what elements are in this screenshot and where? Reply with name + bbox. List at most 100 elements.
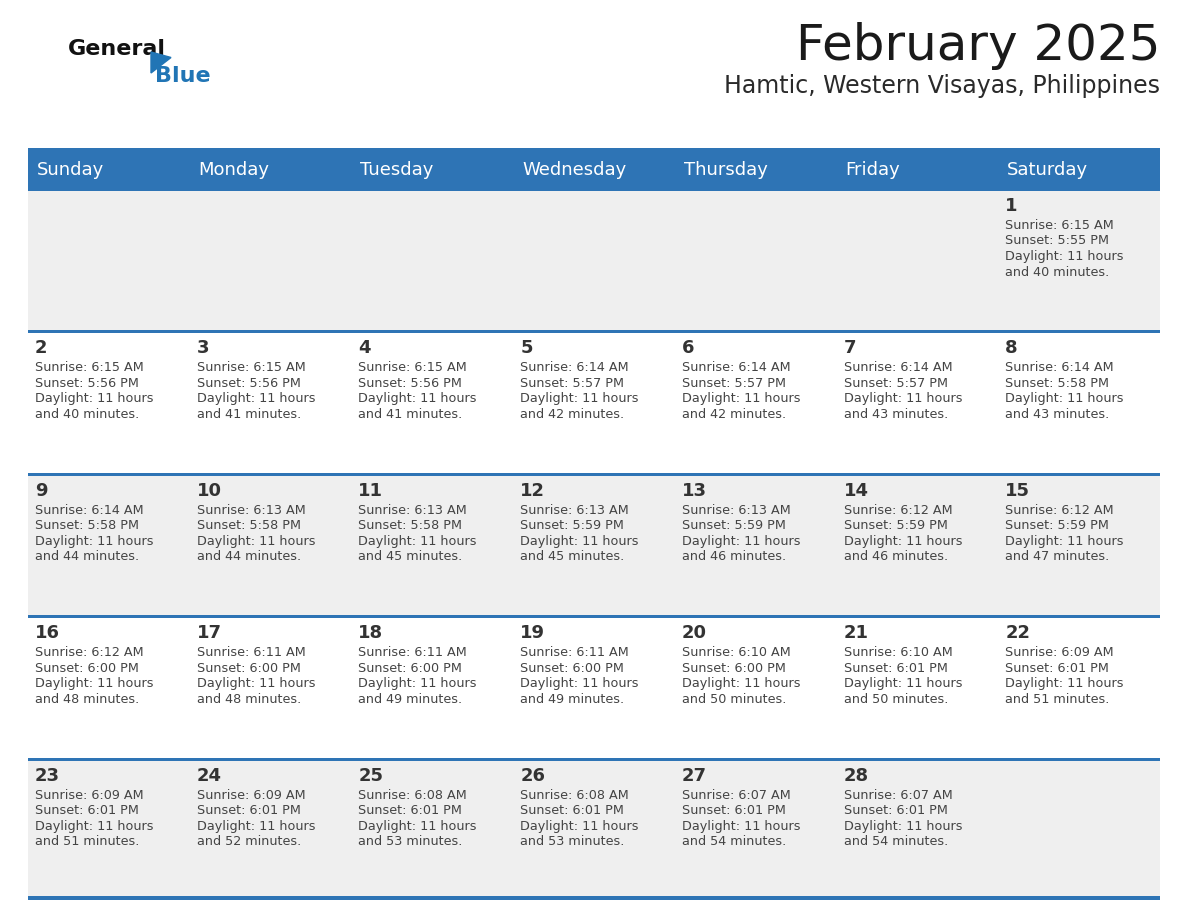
Bar	[29, 757, 1159, 761]
Bar	[29, 188, 190, 330]
Bar	[29, 473, 190, 615]
Text: 22: 22	[1005, 624, 1030, 643]
Text: Sunset: 6:01 PM: Sunset: 6:01 PM	[843, 804, 948, 817]
Bar	[675, 615, 836, 757]
Text: and 42 minutes.: and 42 minutes.	[520, 408, 624, 420]
Text: Daylight: 11 hours: Daylight: 11 hours	[682, 392, 801, 406]
Text: Thursday: Thursday	[684, 161, 767, 179]
Text: Sunrise: 6:10 AM: Sunrise: 6:10 AM	[682, 646, 790, 659]
Text: Sunset: 5:56 PM: Sunset: 5:56 PM	[34, 377, 139, 390]
Text: and 48 minutes.: and 48 minutes.	[197, 693, 301, 706]
Bar	[675, 152, 836, 188]
Text: Daylight: 11 hours: Daylight: 11 hours	[1005, 392, 1124, 406]
Bar	[29, 148, 1159, 152]
Text: Daylight: 11 hours: Daylight: 11 hours	[197, 677, 315, 690]
Text: 16: 16	[34, 624, 61, 643]
Text: 4: 4	[359, 340, 371, 357]
Bar	[836, 473, 998, 615]
Text: Daylight: 11 hours: Daylight: 11 hours	[682, 677, 801, 690]
Bar	[836, 615, 998, 757]
Text: Saturday: Saturday	[1007, 161, 1088, 179]
Text: Sunrise: 6:15 AM: Sunrise: 6:15 AM	[359, 362, 467, 375]
Text: 1: 1	[1005, 197, 1018, 215]
Bar	[513, 757, 675, 900]
Text: and 43 minutes.: and 43 minutes.	[1005, 408, 1110, 420]
Bar	[513, 330, 675, 473]
Text: General: General	[68, 39, 166, 59]
Bar	[29, 152, 190, 188]
Bar	[513, 188, 675, 330]
Bar	[998, 473, 1159, 615]
Text: Sunrise: 6:14 AM: Sunrise: 6:14 AM	[1005, 362, 1114, 375]
Text: Sunset: 5:58 PM: Sunset: 5:58 PM	[34, 520, 139, 532]
Text: Sunrise: 6:12 AM: Sunrise: 6:12 AM	[34, 646, 144, 659]
Text: and 42 minutes.: and 42 minutes.	[682, 408, 786, 420]
Text: Daylight: 11 hours: Daylight: 11 hours	[682, 820, 801, 833]
Bar	[190, 152, 352, 188]
Text: Sunrise: 6:12 AM: Sunrise: 6:12 AM	[1005, 504, 1114, 517]
Text: Daylight: 11 hours: Daylight: 11 hours	[359, 535, 476, 548]
Text: Sunrise: 6:15 AM: Sunrise: 6:15 AM	[34, 362, 144, 375]
Text: Sunrise: 6:09 AM: Sunrise: 6:09 AM	[34, 789, 144, 801]
Text: Sunrise: 6:14 AM: Sunrise: 6:14 AM	[34, 504, 144, 517]
Text: Daylight: 11 hours: Daylight: 11 hours	[520, 535, 639, 548]
Bar	[836, 188, 998, 330]
Text: 23: 23	[34, 767, 61, 785]
Text: 11: 11	[359, 482, 384, 499]
Text: Daylight: 11 hours: Daylight: 11 hours	[843, 535, 962, 548]
Bar	[675, 473, 836, 615]
Text: Sunset: 5:57 PM: Sunset: 5:57 PM	[520, 377, 624, 390]
Text: Sunset: 6:00 PM: Sunset: 6:00 PM	[359, 662, 462, 675]
Text: Sunset: 5:59 PM: Sunset: 5:59 PM	[682, 520, 785, 532]
Text: Sunset: 6:01 PM: Sunset: 6:01 PM	[843, 662, 948, 675]
Text: 7: 7	[843, 340, 857, 357]
Text: Sunset: 5:59 PM: Sunset: 5:59 PM	[520, 520, 624, 532]
Text: Tuesday: Tuesday	[360, 161, 434, 179]
Bar	[998, 330, 1159, 473]
Text: 13: 13	[682, 482, 707, 499]
Text: Daylight: 11 hours: Daylight: 11 hours	[34, 820, 153, 833]
Text: and 50 minutes.: and 50 minutes.	[843, 693, 948, 706]
Bar	[513, 473, 675, 615]
Bar	[29, 615, 1159, 618]
Text: and 52 minutes.: and 52 minutes.	[197, 835, 301, 848]
Text: Daylight: 11 hours: Daylight: 11 hours	[520, 392, 639, 406]
Bar	[190, 330, 352, 473]
Text: Daylight: 11 hours: Daylight: 11 hours	[520, 677, 639, 690]
Bar	[29, 615, 190, 757]
Text: Sunrise: 6:14 AM: Sunrise: 6:14 AM	[682, 362, 790, 375]
Text: Daylight: 11 hours: Daylight: 11 hours	[1005, 535, 1124, 548]
Bar	[836, 757, 998, 900]
Bar	[675, 330, 836, 473]
Text: 24: 24	[197, 767, 222, 785]
Text: and 54 minutes.: and 54 minutes.	[843, 835, 948, 848]
Text: Sunset: 6:00 PM: Sunset: 6:00 PM	[197, 662, 301, 675]
Bar	[190, 188, 352, 330]
Bar	[352, 473, 513, 615]
Text: Daylight: 11 hours: Daylight: 11 hours	[34, 392, 153, 406]
Text: Daylight: 11 hours: Daylight: 11 hours	[843, 677, 962, 690]
Text: Sunset: 5:56 PM: Sunset: 5:56 PM	[359, 377, 462, 390]
Text: and 40 minutes.: and 40 minutes.	[1005, 265, 1110, 278]
Text: Daylight: 11 hours: Daylight: 11 hours	[520, 820, 639, 833]
Text: Sunset: 5:58 PM: Sunset: 5:58 PM	[359, 520, 462, 532]
Text: Sunset: 5:56 PM: Sunset: 5:56 PM	[197, 377, 301, 390]
Text: Sunrise: 6:13 AM: Sunrise: 6:13 AM	[682, 504, 790, 517]
Text: Sunrise: 6:07 AM: Sunrise: 6:07 AM	[843, 789, 953, 801]
Text: Hamtic, Western Visayas, Philippines: Hamtic, Western Visayas, Philippines	[723, 74, 1159, 98]
Bar	[29, 757, 190, 900]
Text: and 41 minutes.: and 41 minutes.	[197, 408, 301, 420]
Text: Daylight: 11 hours: Daylight: 11 hours	[359, 820, 476, 833]
Text: 21: 21	[843, 624, 868, 643]
Text: 18: 18	[359, 624, 384, 643]
Text: 20: 20	[682, 624, 707, 643]
Text: 19: 19	[520, 624, 545, 643]
Text: and 41 minutes.: and 41 minutes.	[359, 408, 462, 420]
Text: 25: 25	[359, 767, 384, 785]
Text: Sunrise: 6:11 AM: Sunrise: 6:11 AM	[520, 646, 628, 659]
Bar	[29, 330, 1159, 333]
Text: Daylight: 11 hours: Daylight: 11 hours	[197, 820, 315, 833]
Text: and 43 minutes.: and 43 minutes.	[843, 408, 948, 420]
Text: Blue: Blue	[154, 66, 210, 86]
Text: 8: 8	[1005, 340, 1018, 357]
